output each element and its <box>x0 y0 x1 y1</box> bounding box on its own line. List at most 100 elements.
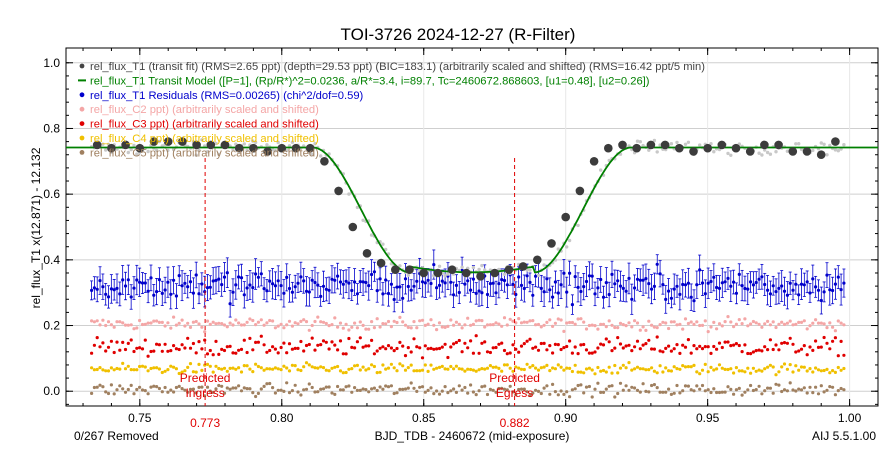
data-point <box>299 319 303 323</box>
data-point <box>262 343 266 347</box>
data-point <box>367 327 371 331</box>
data-point <box>446 272 450 276</box>
data-point <box>361 218 365 222</box>
data-point <box>432 347 436 351</box>
binned-point <box>745 147 755 156</box>
data-point <box>706 388 710 392</box>
data-point <box>386 385 391 389</box>
data-point <box>836 354 840 358</box>
data-point <box>367 344 371 348</box>
data-point <box>186 285 190 289</box>
data-point <box>825 367 829 371</box>
transit-model-line <box>66 146 878 274</box>
data-point <box>347 336 351 341</box>
data-point <box>584 385 589 389</box>
data-point <box>768 363 773 367</box>
data-point <box>409 363 413 367</box>
binned-point <box>178 137 187 146</box>
data-point <box>652 325 657 329</box>
series-rel-flux-c5 <box>90 381 846 399</box>
data-point <box>808 324 812 328</box>
data-point <box>692 389 696 393</box>
data-point <box>403 323 408 327</box>
data-point <box>732 371 736 375</box>
data-point <box>336 364 340 369</box>
data-point <box>528 280 532 284</box>
data-point <box>587 384 592 389</box>
data-point <box>664 390 668 394</box>
data-point <box>794 142 798 146</box>
data-point <box>262 368 266 372</box>
data-point <box>539 366 543 370</box>
data-point <box>488 364 492 368</box>
data-point <box>528 268 532 272</box>
data-point <box>169 326 173 330</box>
data-point <box>143 365 147 369</box>
data-point <box>497 342 501 346</box>
data-point <box>205 362 210 366</box>
data-point <box>369 233 374 237</box>
data-point <box>635 388 640 392</box>
data-point <box>313 390 317 394</box>
data-point <box>641 343 645 347</box>
data-point <box>121 387 125 391</box>
data-point <box>672 347 676 351</box>
data-point <box>582 285 586 289</box>
data-point <box>163 385 167 390</box>
data-point <box>650 347 654 351</box>
data-point <box>146 392 150 396</box>
data-point <box>307 328 311 332</box>
data-point <box>565 390 569 394</box>
data-point <box>375 289 379 293</box>
data-point <box>327 347 331 351</box>
data-point <box>833 282 838 286</box>
data-point <box>152 384 156 388</box>
y-tick-label: 0.2 <box>43 319 60 333</box>
data-point <box>155 366 159 370</box>
data-point <box>551 351 555 355</box>
data-point <box>788 281 792 285</box>
data-point <box>686 384 691 388</box>
data-point <box>542 365 546 369</box>
data-point <box>239 276 244 280</box>
data-point <box>661 320 665 324</box>
data-point <box>174 347 178 351</box>
binned-point <box>107 143 116 153</box>
data-point <box>169 349 173 353</box>
data-point <box>819 384 823 388</box>
data-point <box>760 275 764 279</box>
x-tick-label: 1.00 <box>838 411 862 425</box>
data-point <box>155 290 159 294</box>
axes: 0.75 0.80 0.85 0.90 0.95 1.000.00.20.40.60.81… <box>43 48 878 425</box>
data-point <box>222 323 227 327</box>
data-point <box>321 320 326 324</box>
data-point <box>483 340 487 344</box>
data-point <box>502 348 507 353</box>
data-point <box>109 323 113 327</box>
data-point <box>446 367 450 371</box>
data-point <box>647 148 651 152</box>
data-point <box>749 383 753 388</box>
data-point <box>763 322 767 326</box>
data-point <box>171 147 176 152</box>
data-point <box>765 150 770 155</box>
data-point <box>508 366 512 370</box>
data-point <box>698 387 702 391</box>
data-point <box>327 369 331 373</box>
data-point <box>381 292 385 296</box>
data-point <box>466 391 470 395</box>
data-point <box>500 386 504 390</box>
data-point <box>760 325 764 329</box>
data-point <box>375 317 379 321</box>
data-point <box>650 287 654 291</box>
data-point <box>101 385 105 389</box>
data-point <box>471 390 475 394</box>
binned-point <box>433 268 443 278</box>
data-point <box>234 283 238 287</box>
data-point <box>488 282 492 286</box>
data-point <box>443 325 447 329</box>
data-point <box>799 320 804 324</box>
data-point <box>522 320 526 324</box>
data-point <box>573 363 577 367</box>
data-point <box>296 281 300 285</box>
